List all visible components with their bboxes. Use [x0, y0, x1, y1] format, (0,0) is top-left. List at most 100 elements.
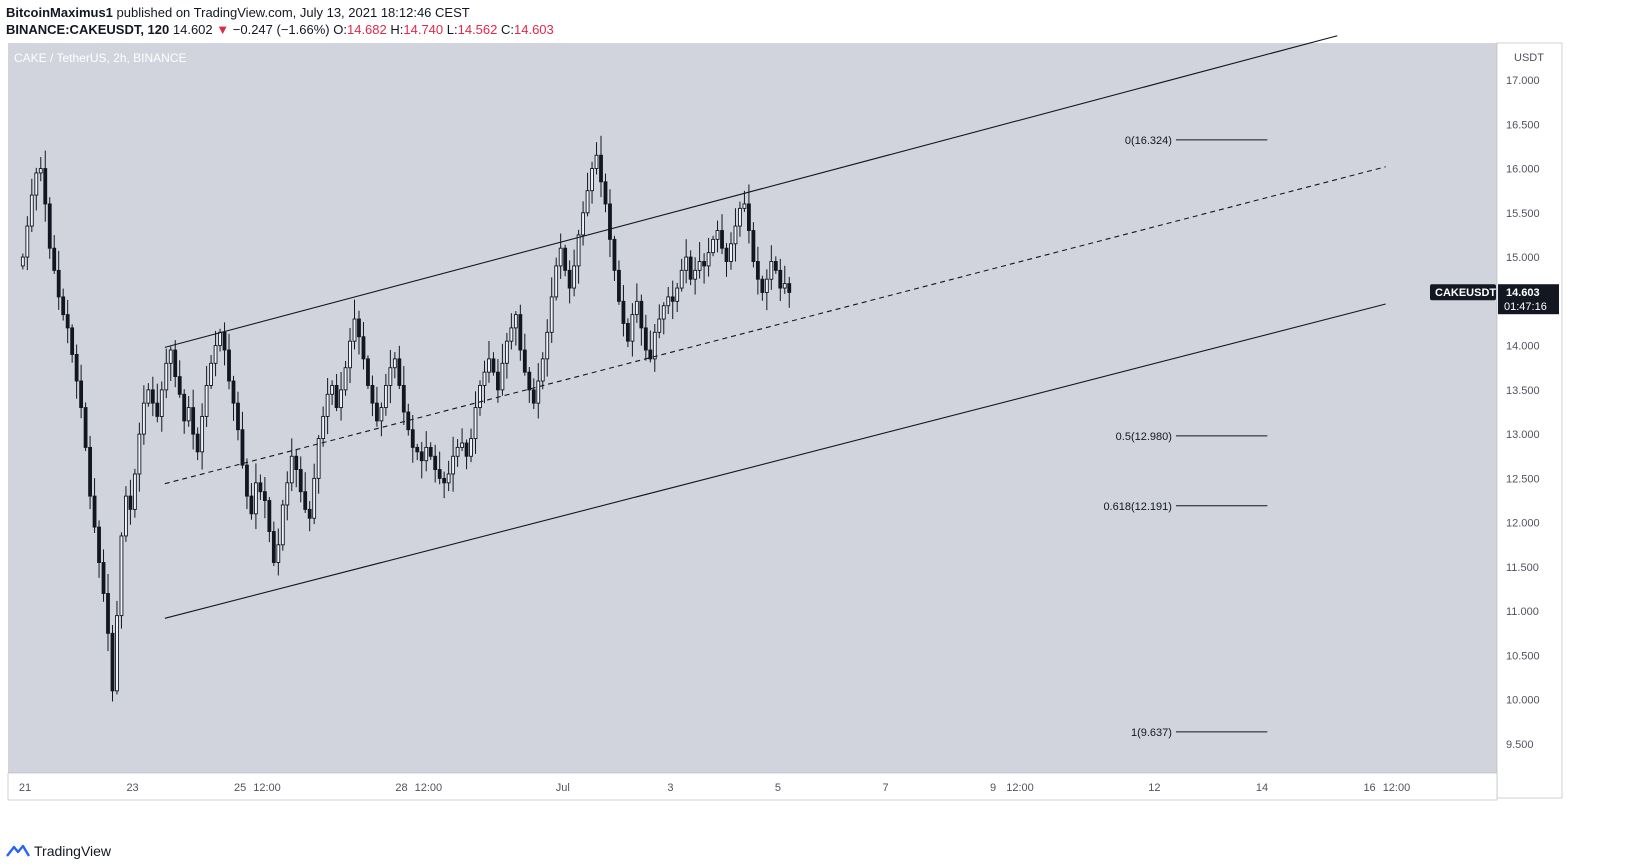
- candle-down: [787, 283, 792, 293]
- candle-up: [29, 194, 34, 227]
- price-axis[interactable]: [1496, 42, 1563, 799]
- candle-down: [491, 358, 496, 373]
- candle-down: [437, 469, 442, 479]
- y-tick-label: 11.000: [1506, 606, 1539, 618]
- candle-down: [361, 336, 366, 360]
- high-value: 14.740: [403, 22, 444, 37]
- candle-down: [177, 376, 182, 395]
- candle-up: [769, 261, 774, 280]
- candle-down: [56, 269, 61, 298]
- candle-up: [446, 473, 451, 484]
- channel-upper-line[interactable]: [164, 35, 1338, 348]
- candle-down: [294, 455, 299, 470]
- close-label: C:: [501, 22, 514, 37]
- candle-down: [92, 495, 97, 528]
- price-unit-label: USDT: [1514, 52, 1544, 64]
- candle-up: [388, 367, 393, 386]
- fib-level-label: 1(9.637): [1131, 727, 1172, 739]
- candle-up: [634, 300, 639, 316]
- candle-up: [482, 371, 487, 386]
- candle-up: [316, 438, 321, 479]
- candle-up: [424, 446, 429, 462]
- candle-down: [621, 300, 626, 324]
- y-tick-label: 11.500: [1506, 562, 1539, 574]
- candle-down: [43, 168, 48, 205]
- down-arrow-icon: ▼: [216, 22, 230, 37]
- candle-up: [383, 384, 388, 409]
- time-axis[interactable]: [7, 772, 1498, 801]
- x-tick-label: 12:00: [1383, 782, 1411, 794]
- tradingview-logo-icon: [6, 844, 30, 857]
- candle-down: [366, 358, 370, 386]
- candle-down: [262, 491, 267, 501]
- fib-level-label: 0.5(12.980): [1116, 431, 1172, 443]
- candle-down: [375, 402, 379, 422]
- bar-countdown: 01:47:16: [1504, 301, 1547, 313]
- plot-area[interactable]: [8, 43, 1497, 773]
- candle-up: [500, 362, 505, 391]
- candle-up: [581, 212, 585, 236]
- candle-down: [231, 380, 236, 404]
- candle-up: [285, 482, 290, 506]
- candle-up: [729, 243, 733, 262]
- candle-up: [536, 380, 541, 404]
- candle-down: [101, 562, 106, 594]
- y-tick-label: 10.500: [1506, 650, 1540, 662]
- x-tick-label: Jul: [556, 782, 570, 794]
- candle-down: [410, 429, 415, 448]
- candle-up: [34, 172, 39, 196]
- last-price-tag: [1498, 284, 1559, 315]
- close-value: 14.603: [514, 22, 554, 37]
- candle-down: [334, 384, 339, 409]
- tradingview-brand[interactable]: TradingView: [6, 843, 111, 859]
- candle-up: [782, 283, 787, 289]
- candle-down: [182, 393, 187, 422]
- open-value: 14.682: [346, 22, 387, 37]
- y-tick-label: 10.000: [1506, 695, 1540, 707]
- candle-down: [625, 323, 630, 342]
- candle-down: [370, 384, 375, 404]
- candle-up: [666, 296, 671, 307]
- candle-down: [70, 327, 75, 355]
- candle-down: [245, 464, 249, 497]
- candle-down: [639, 300, 644, 329]
- candle-down: [191, 407, 196, 435]
- publish-date: published on TradingView.com, July 13, 2…: [116, 5, 470, 20]
- candle-up: [675, 287, 680, 302]
- x-tick-label: 7: [882, 782, 888, 794]
- x-tick-label: 3: [667, 782, 673, 794]
- candle-up: [630, 314, 635, 342]
- candle-up: [742, 203, 747, 209]
- channel-lower-line[interactable]: [164, 303, 1386, 619]
- low-label: L:: [446, 22, 458, 37]
- candle-up: [661, 305, 666, 320]
- candle-up: [209, 362, 213, 386]
- candle-down: [760, 278, 765, 293]
- candle-up: [218, 331, 222, 347]
- candle-up: [487, 358, 491, 373]
- candle-up: [146, 389, 151, 404]
- author-name[interactable]: BitcoinMaximus1: [6, 5, 113, 20]
- candle-up: [657, 318, 662, 333]
- candle-down: [720, 230, 724, 249]
- x-tick-label: 14: [1256, 782, 1268, 794]
- candle-down: [401, 384, 406, 413]
- candle-up: [20, 256, 25, 267]
- candle-down: [724, 247, 729, 262]
- candle-down: [74, 354, 79, 382]
- channel-mid-dashed-line[interactable]: [164, 166, 1386, 485]
- candle-up: [594, 154, 599, 169]
- y-tick-label: 13.000: [1506, 429, 1540, 441]
- candle-up: [38, 168, 43, 174]
- candle-up: [325, 393, 330, 417]
- candle-down: [608, 203, 612, 240]
- symbol-price-tag[interactable]: [1430, 284, 1496, 301]
- candle-up: [540, 358, 545, 382]
- x-tick-label: 5: [775, 782, 781, 794]
- candle-up: [679, 269, 684, 289]
- candle-down: [617, 269, 621, 302]
- y-tick-label: 13.500: [1506, 385, 1540, 397]
- candle-down: [442, 477, 447, 484]
- candle-down: [267, 500, 272, 532]
